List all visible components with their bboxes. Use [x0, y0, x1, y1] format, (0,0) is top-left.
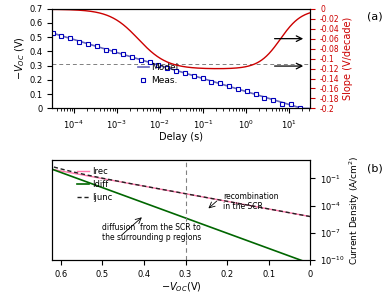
Text: (b): (b) — [367, 163, 383, 173]
Model — [163, 65, 168, 69]
Idiff — [282, 252, 286, 256]
Idiff — [50, 168, 55, 171]
Ijunc — [282, 210, 286, 213]
Y-axis label: Current Density (A/cm$^2$): Current Density (A/cm$^2$) — [348, 155, 362, 265]
Ijunc — [194, 194, 199, 198]
Meas. — [68, 36, 73, 40]
Meas. — [227, 85, 231, 88]
Idiff — [204, 224, 208, 227]
Meas. — [139, 58, 143, 62]
Meas. — [86, 42, 90, 46]
Irec — [194, 194, 199, 198]
Irec — [282, 210, 286, 213]
Ijunc — [102, 177, 107, 180]
Line: Meas.: Meas. — [42, 27, 302, 110]
Meas. — [50, 32, 55, 35]
Model — [195, 75, 199, 79]
Meas. — [271, 98, 275, 102]
Meas. — [262, 96, 267, 100]
Model — [29, 25, 33, 28]
Meas. — [200, 77, 205, 80]
Meas. — [130, 56, 134, 59]
Model — [180, 70, 184, 74]
Ijunc — [50, 165, 55, 168]
Ijunc — [107, 178, 111, 181]
Meas. — [112, 49, 117, 53]
Meas. — [280, 102, 284, 105]
Irec — [204, 196, 208, 199]
Meas. — [174, 69, 178, 73]
Text: (a): (a) — [367, 12, 383, 22]
Model — [308, 107, 313, 110]
Meas. — [244, 89, 249, 92]
Irec — [102, 177, 107, 181]
Meas. — [42, 28, 46, 31]
X-axis label: $-V_{OC}$(V): $-V_{OC}$(V) — [161, 280, 202, 292]
Line: Idiff: Idiff — [52, 169, 310, 264]
Idiff — [107, 188, 111, 192]
Meas. — [209, 80, 214, 84]
Meas. — [236, 88, 240, 91]
Irec — [131, 182, 135, 186]
Meas. — [297, 106, 302, 110]
Meas. — [183, 71, 187, 74]
Idiff — [194, 220, 199, 224]
X-axis label: Delay (s): Delay (s) — [159, 132, 203, 142]
Line: Model: Model — [31, 27, 310, 108]
Line: Irec: Irec — [52, 169, 310, 217]
Meas. — [165, 66, 170, 70]
Meas. — [156, 63, 161, 67]
Y-axis label: $-V_{OC}$ (V): $-V_{OC}$ (V) — [13, 37, 27, 81]
Ijunc — [204, 196, 208, 199]
Ijunc — [308, 215, 312, 218]
Meas. — [218, 81, 223, 85]
Meas. — [253, 93, 258, 96]
Idiff — [102, 187, 107, 190]
Meas. — [77, 40, 81, 43]
Text: diffusion  from the SCR to
the surrounding p regions: diffusion from the SCR to the surroundin… — [102, 223, 202, 242]
Meas. — [147, 60, 152, 64]
Meas. — [289, 103, 293, 106]
Model — [300, 107, 304, 110]
Meas. — [59, 34, 64, 37]
Text: recombination
in the SCR: recombination in the SCR — [223, 192, 279, 211]
Model — [302, 107, 307, 110]
Irec — [107, 178, 111, 182]
Meas. — [103, 48, 108, 52]
Model — [161, 65, 166, 68]
Meas. — [94, 45, 99, 48]
Idiff — [308, 262, 312, 265]
Model — [258, 94, 262, 98]
Irec — [308, 215, 312, 218]
Idiff — [131, 197, 135, 201]
Line: Ijunc: Ijunc — [52, 167, 310, 217]
Legend: Model, Meas.: Model, Meas. — [134, 59, 182, 89]
Meas. — [191, 74, 196, 77]
Irec — [50, 168, 55, 171]
Meas. — [121, 52, 125, 56]
Y-axis label: Slope (V/decade): Slope (V/decade) — [343, 17, 353, 100]
Ijunc — [131, 182, 135, 186]
Legend: Irec, Idiff, Ijunc: Irec, Idiff, Ijunc — [73, 164, 115, 205]
